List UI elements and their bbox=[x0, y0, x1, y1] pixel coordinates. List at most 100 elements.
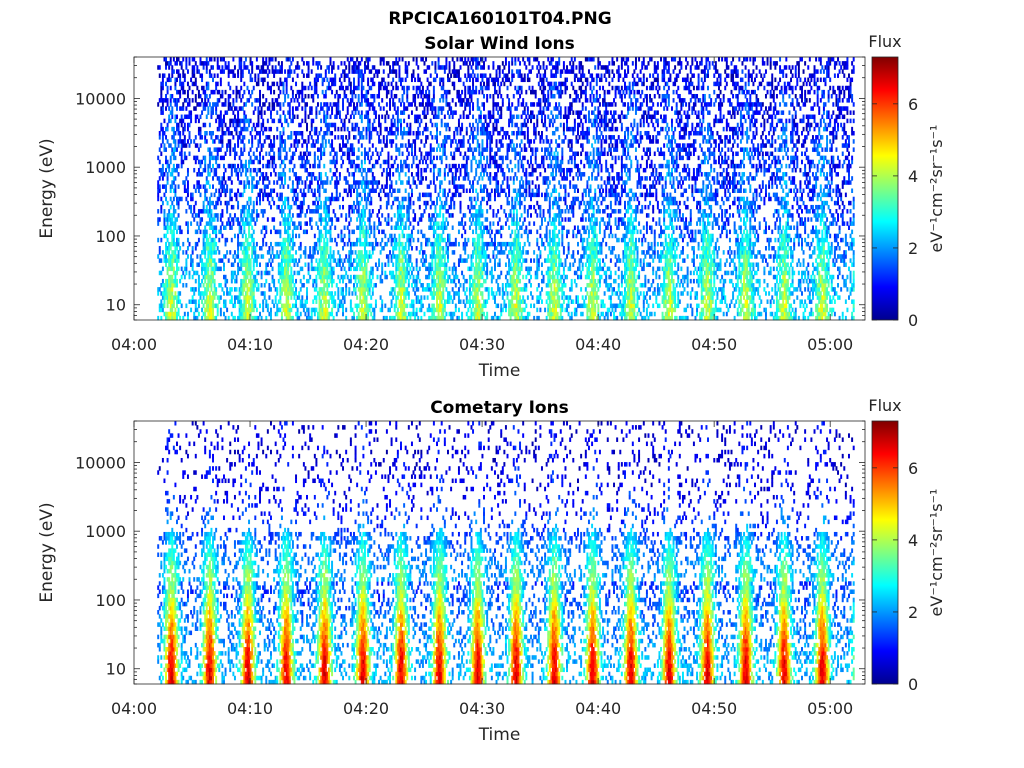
spectrogram-cell bbox=[401, 151, 404, 157]
spectrogram-cell bbox=[445, 196, 448, 202]
spectrogram-cell bbox=[237, 114, 240, 120]
spectrogram-cell bbox=[210, 65, 213, 70]
spectrogram-cell bbox=[425, 241, 428, 247]
spectrogram-cell bbox=[237, 163, 240, 169]
spectrogram-cell bbox=[357, 81, 360, 87]
spectrogram-cell bbox=[426, 283, 429, 288]
spectrogram-cell bbox=[362, 180, 365, 185]
spectrogram-cell bbox=[342, 303, 345, 309]
spectrogram-cell bbox=[356, 85, 359, 91]
spectrogram-cell bbox=[384, 85, 387, 91]
spectrogram-cell bbox=[273, 118, 276, 124]
spectrogram-cell bbox=[235, 295, 238, 300]
spectrogram-cell bbox=[334, 135, 337, 140]
spectrogram-cell bbox=[437, 233, 440, 239]
spectrogram-cell bbox=[158, 184, 161, 189]
spectrogram-cell bbox=[428, 237, 431, 243]
spectrogram-cell bbox=[431, 307, 434, 313]
spectrogram-cell bbox=[370, 311, 373, 317]
spectrogram-cell bbox=[248, 307, 251, 313]
spectrogram-cell bbox=[393, 102, 396, 107]
spectrogram-cell bbox=[282, 89, 285, 95]
spectrogram-cell bbox=[212, 307, 214, 313]
spectrogram-cell bbox=[221, 221, 224, 226]
spectrogram-cell bbox=[373, 307, 376, 313]
spectrogram-cell bbox=[301, 204, 304, 210]
spectrogram-cell bbox=[318, 307, 321, 313]
spectrogram-cell bbox=[169, 85, 172, 91]
spectrogram-cell bbox=[316, 135, 319, 140]
spectrogram-cell bbox=[204, 93, 207, 99]
spectrogram-cell bbox=[387, 237, 390, 243]
spectrogram-cell bbox=[207, 98, 210, 103]
spectrogram-cell bbox=[262, 299, 265, 304]
spectrogram-cell bbox=[412, 307, 415, 313]
spectrogram-cell bbox=[265, 278, 268, 284]
spectrogram-cell bbox=[204, 163, 207, 169]
spectrogram-cell bbox=[323, 262, 326, 267]
spectrogram-cell bbox=[233, 233, 236, 239]
spectrogram-cell bbox=[321, 270, 324, 276]
spectrogram-cell bbox=[420, 258, 423, 263]
spectrogram-cell bbox=[401, 233, 404, 239]
spectrogram-cell bbox=[423, 287, 426, 292]
spectrogram-cell bbox=[194, 246, 197, 251]
spectrogram-cell bbox=[360, 98, 363, 103]
spectrogram-cell bbox=[210, 270, 213, 276]
spectrogram-cell bbox=[365, 180, 368, 185]
spectrogram-cell bbox=[318, 237, 321, 243]
spectrogram-cell bbox=[362, 278, 365, 284]
spectrogram-cell bbox=[423, 61, 426, 66]
spectrogram-cell bbox=[359, 295, 362, 300]
spectrogram-cell bbox=[370, 283, 373, 288]
spectrogram-cell bbox=[161, 102, 164, 107]
spectrogram-cell bbox=[312, 254, 315, 259]
spectrogram-cell bbox=[423, 311, 426, 317]
spectrogram-cell bbox=[434, 266, 437, 272]
spectrogram-cell bbox=[400, 221, 402, 226]
spectrogram-cell bbox=[412, 69, 415, 74]
spectrogram-cell bbox=[288, 114, 291, 120]
spectrogram-cell bbox=[176, 315, 178, 321]
spectrogram-cell bbox=[260, 126, 263, 132]
spectrogram-cell bbox=[169, 225, 172, 230]
spectrogram-cell bbox=[414, 151, 417, 157]
spectrogram-cell bbox=[290, 143, 293, 148]
spectrogram-cell bbox=[193, 69, 196, 74]
spectrogram-cell bbox=[307, 151, 310, 157]
spectrogram-cell bbox=[415, 155, 418, 161]
spectrogram-cell bbox=[208, 254, 211, 259]
spectrogram-cell bbox=[327, 274, 330, 280]
spectrogram-cell bbox=[329, 114, 332, 120]
spectrogram-cell bbox=[393, 188, 396, 194]
spectrogram-cell bbox=[403, 204, 406, 210]
spectrogram-cell bbox=[340, 118, 343, 124]
spectrogram-cell bbox=[353, 81, 355, 87]
spectrogram-cell bbox=[176, 69, 178, 74]
spectrogram-cell bbox=[412, 98, 415, 103]
spectrogram-cell bbox=[423, 155, 426, 161]
spectrogram-cell bbox=[340, 233, 343, 239]
spectrogram-cell bbox=[259, 69, 261, 74]
spectrogram-cell bbox=[401, 311, 404, 317]
spectrogram-cell bbox=[168, 311, 171, 317]
spectrogram-cell bbox=[282, 250, 285, 255]
spectrogram-cell bbox=[392, 69, 395, 74]
spectrogram-cell bbox=[243, 295, 246, 300]
spectrogram-cell bbox=[360, 254, 363, 259]
spectrogram-cell bbox=[212, 241, 214, 247]
spectrogram-cell bbox=[160, 270, 163, 276]
spectrogram-cell bbox=[407, 163, 410, 169]
spectrogram-cell bbox=[296, 65, 299, 70]
spectrogram-cell bbox=[306, 229, 308, 235]
spectrogram-cell bbox=[421, 110, 424, 115]
spectrogram-cell bbox=[252, 237, 255, 243]
spectrogram-cell bbox=[210, 283, 213, 288]
spectrogram-cell bbox=[249, 61, 252, 66]
spectrogram-cell bbox=[176, 262, 178, 267]
spectrogram-cell bbox=[420, 89, 423, 95]
spectrogram-cell bbox=[219, 122, 222, 128]
spectrogram-cell bbox=[221, 139, 224, 144]
spectrogram-cell bbox=[346, 151, 349, 157]
spectrogram-cell bbox=[223, 69, 225, 74]
